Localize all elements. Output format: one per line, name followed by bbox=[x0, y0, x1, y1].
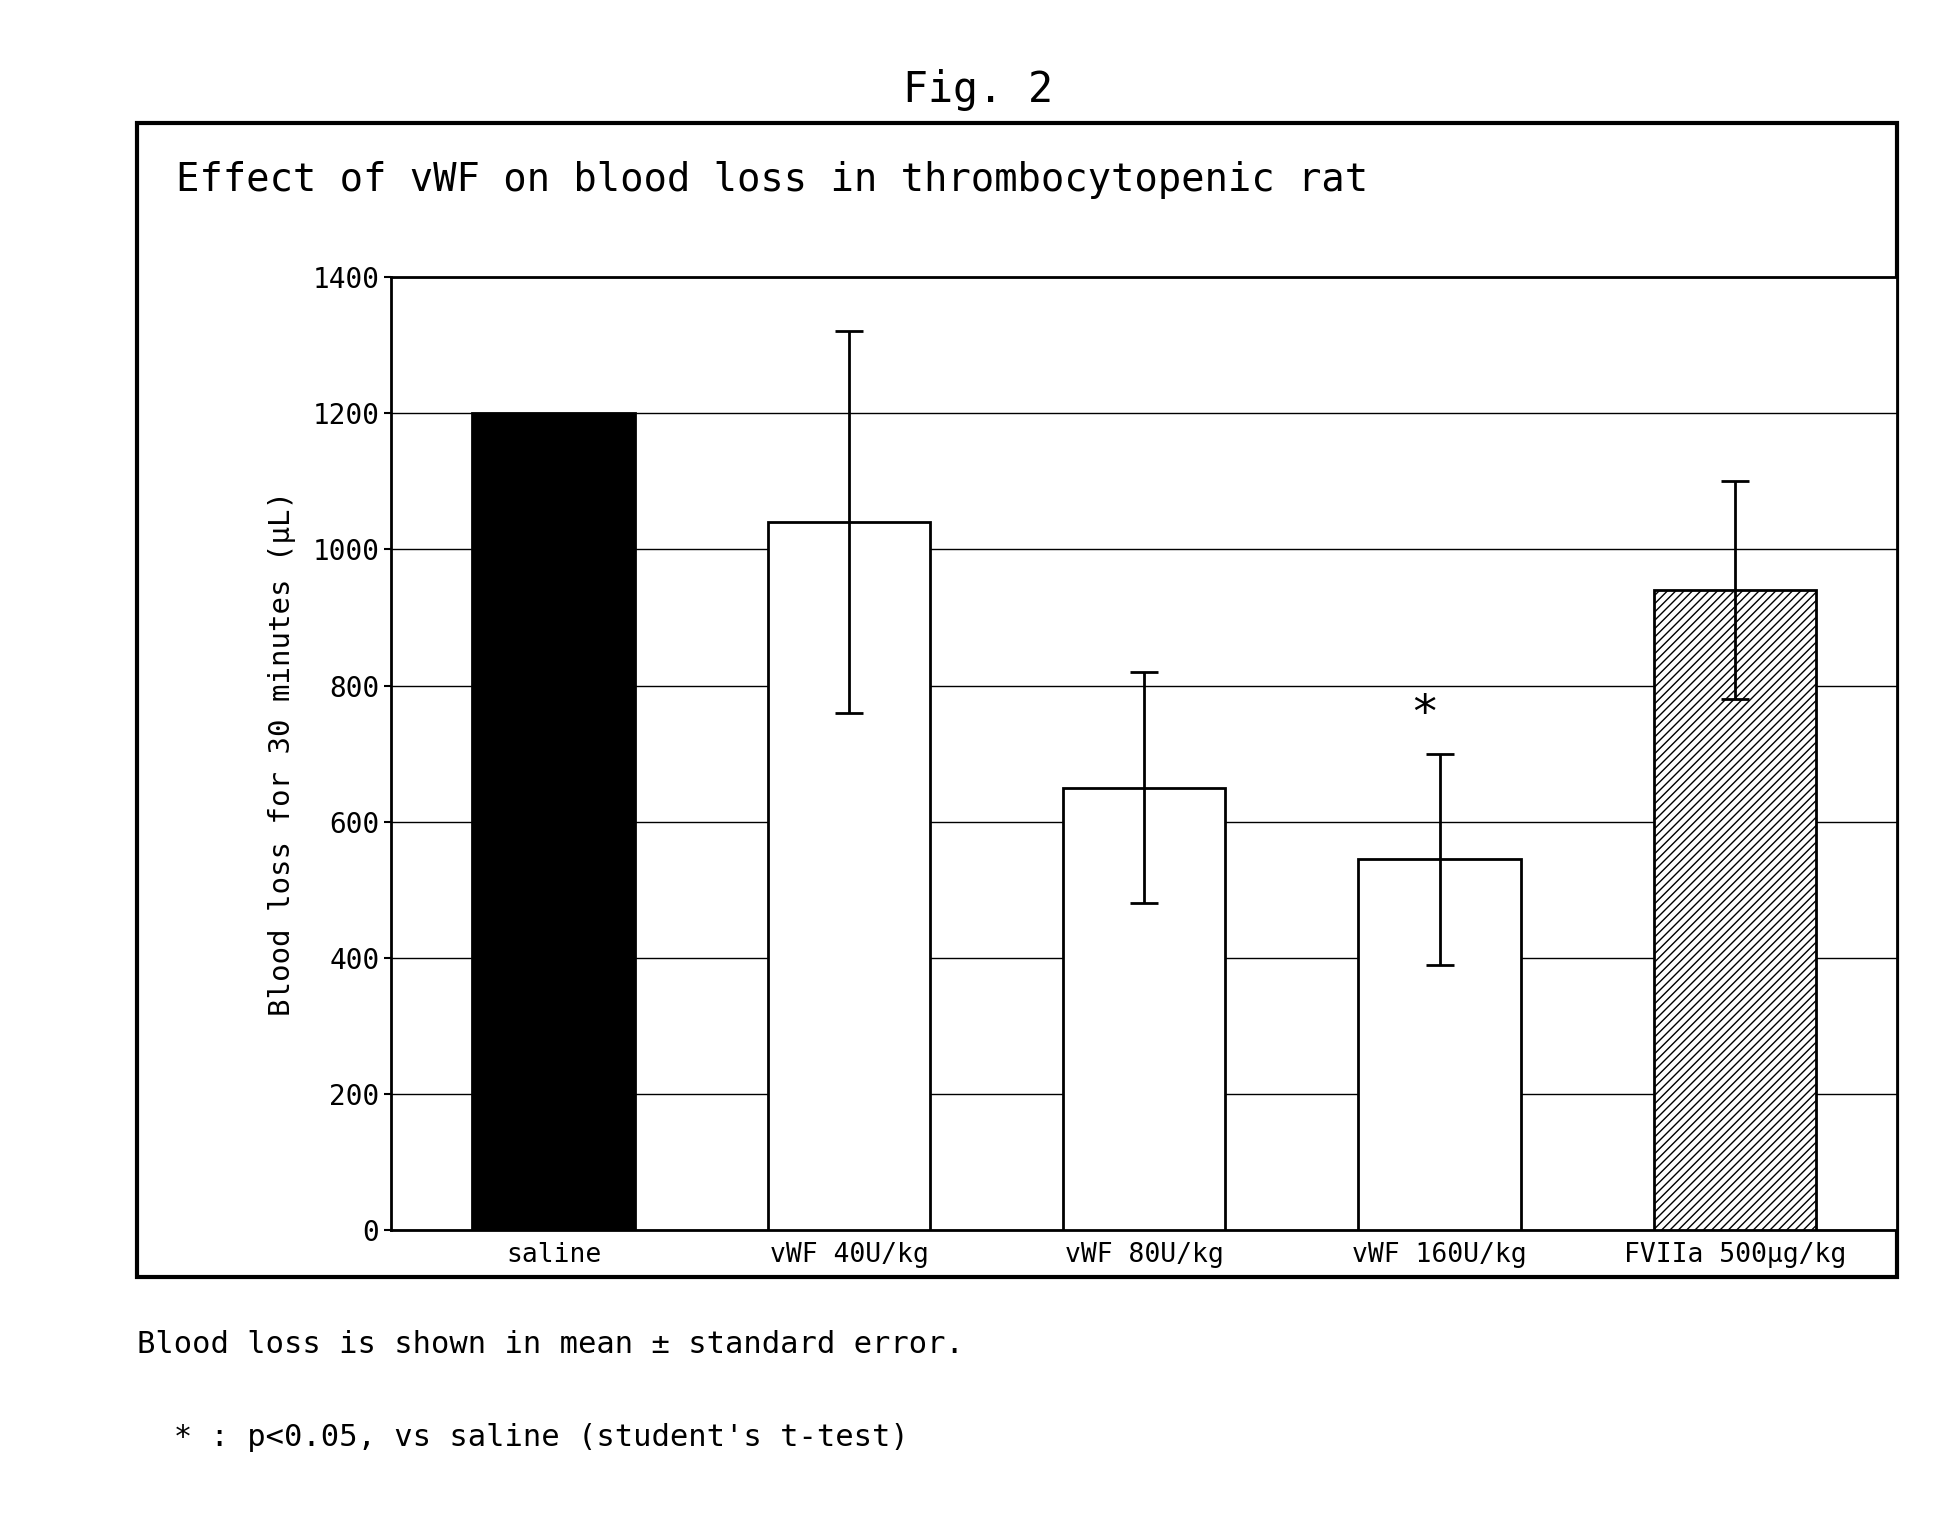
Text: Effect of vWF on blood loss in thrombocytopenic rat: Effect of vWF on blood loss in thrombocy… bbox=[176, 161, 1367, 200]
Bar bbox=[1062, 787, 1226, 1230]
Bar bbox=[768, 521, 931, 1230]
Bar bbox=[1357, 860, 1521, 1230]
Text: * : p<0.05, vs saline (student's t-test): * : p<0.05, vs saline (student's t-test) bbox=[137, 1423, 909, 1452]
Bar bbox=[473, 414, 635, 1230]
Y-axis label: Blood loss for 30 minutes (μL): Blood loss for 30 minutes (μL) bbox=[268, 491, 295, 1017]
Text: *: * bbox=[1410, 692, 1439, 737]
Bar bbox=[1652, 591, 1814, 1230]
Text: Fig. 2: Fig. 2 bbox=[903, 69, 1052, 111]
Text: Blood loss is shown in mean ± standard error.: Blood loss is shown in mean ± standard e… bbox=[137, 1330, 964, 1360]
